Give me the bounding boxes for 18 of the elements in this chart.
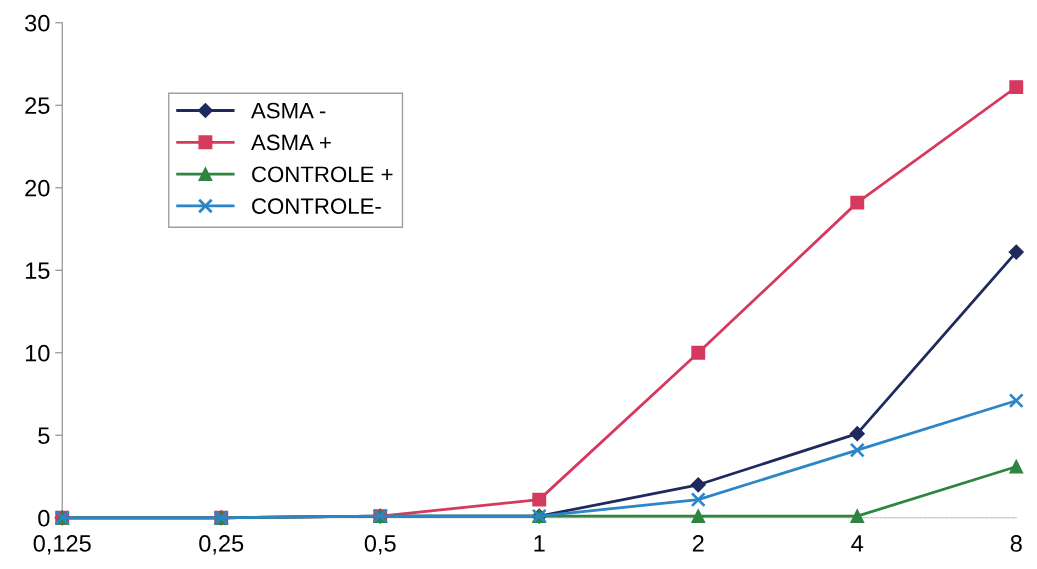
- legend-label: ASMA -: [251, 102, 326, 119]
- y-tick-label: 30: [25, 14, 50, 32]
- legend-label: CONTROLE +: [252, 166, 393, 183]
- x-tick-label: 4: [851, 535, 864, 552]
- x-tick-label: 0,25: [199, 535, 244, 555]
- y-tick-label: 10: [25, 344, 50, 362]
- x-tick-label: 0,125: [33, 535, 91, 555]
- x-tick-label: 2: [692, 535, 704, 552]
- x-tick-label: 1: [534, 535, 545, 552]
- legend-label: ASMA +: [251, 134, 331, 151]
- x-tick-label: 8: [1010, 535, 1022, 552]
- legend-label: CONTROLE-: [252, 198, 381, 214]
- y-tick-label: 5: [38, 427, 50, 445]
- x-tick-label: 0,5: [364, 535, 396, 555]
- y-tick-label: 20: [25, 179, 50, 197]
- y-tick-label: 0: [38, 509, 50, 527]
- y-tick-label: 15: [25, 262, 50, 280]
- y-tick-label: 25: [25, 97, 50, 115]
